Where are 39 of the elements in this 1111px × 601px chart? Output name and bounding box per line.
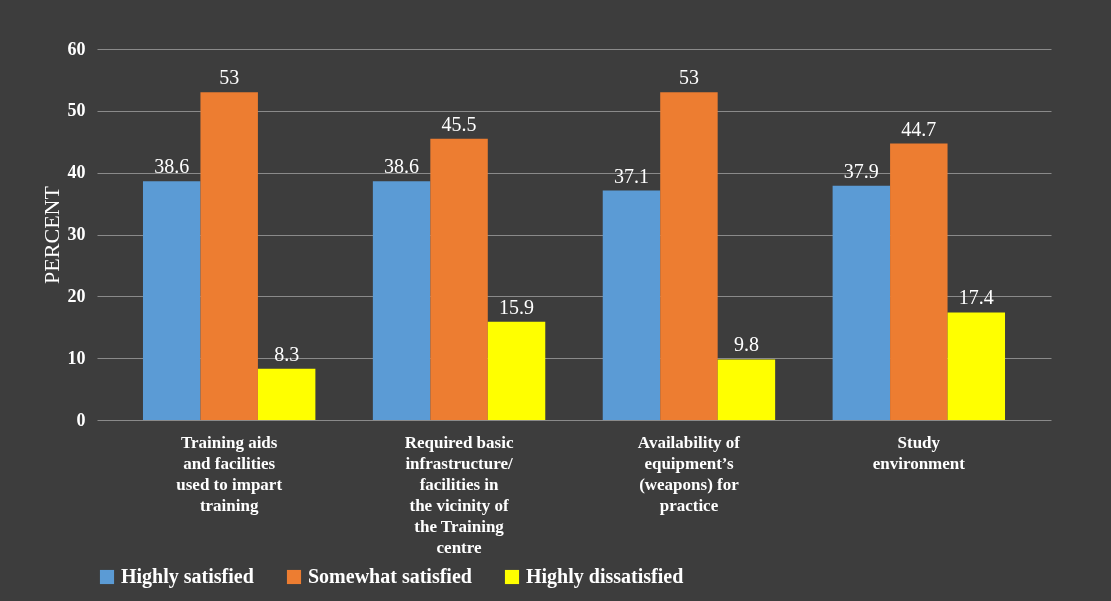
y-tick-label: 30 xyxy=(67,224,86,244)
y-tick-label: 40 xyxy=(67,162,86,183)
data-label: 53 xyxy=(678,66,699,89)
bar xyxy=(372,181,431,420)
data-label: 17.4 xyxy=(958,286,994,309)
legend-label: Somewhat satisfied xyxy=(308,565,472,587)
data-label: 44.7 xyxy=(901,117,937,140)
bar xyxy=(257,368,316,420)
data-label: 9.8 xyxy=(733,333,759,356)
bar xyxy=(602,190,661,420)
x-tick-label: Required basic infrastructure/ facilities in the vicinity of the Training centre xyxy=(404,432,514,557)
x-tick-label: Availability of equipment’s (weapons) for practice xyxy=(637,432,741,515)
y-tick-label: 50 xyxy=(67,100,86,121)
bar xyxy=(660,92,718,420)
x-tick-label: Training aids and facilities used to impart training xyxy=(176,432,283,515)
data-label: 37.1 xyxy=(613,164,649,187)
data-label: 53 xyxy=(219,66,240,89)
data-label: 45.5 xyxy=(441,112,477,135)
data-label: 38.6 xyxy=(154,155,190,178)
bar xyxy=(200,92,258,420)
bar xyxy=(832,185,891,420)
y-axis-title: PERCENT xyxy=(38,185,64,284)
bar xyxy=(487,321,546,420)
data-label: 8.3 xyxy=(274,342,300,365)
bar xyxy=(717,359,776,420)
y-tick-label: 20 xyxy=(67,285,86,306)
legend-label: Highly satisfied xyxy=(121,565,254,588)
data-label: 38.6 xyxy=(384,155,420,178)
bar xyxy=(947,312,1006,420)
data-label: 15.9 xyxy=(499,295,535,318)
y-tick-label: 10 xyxy=(67,347,86,368)
bar xyxy=(142,181,201,420)
bar xyxy=(890,143,948,420)
y-tick-label: 60 xyxy=(67,38,86,59)
y-tick-label: 0 xyxy=(76,409,86,430)
bar xyxy=(430,138,488,420)
x-tick-label: Study environment xyxy=(872,432,966,473)
data-label: 37.9 xyxy=(843,159,879,182)
legend-label: Highly dissatisfied xyxy=(526,565,684,588)
